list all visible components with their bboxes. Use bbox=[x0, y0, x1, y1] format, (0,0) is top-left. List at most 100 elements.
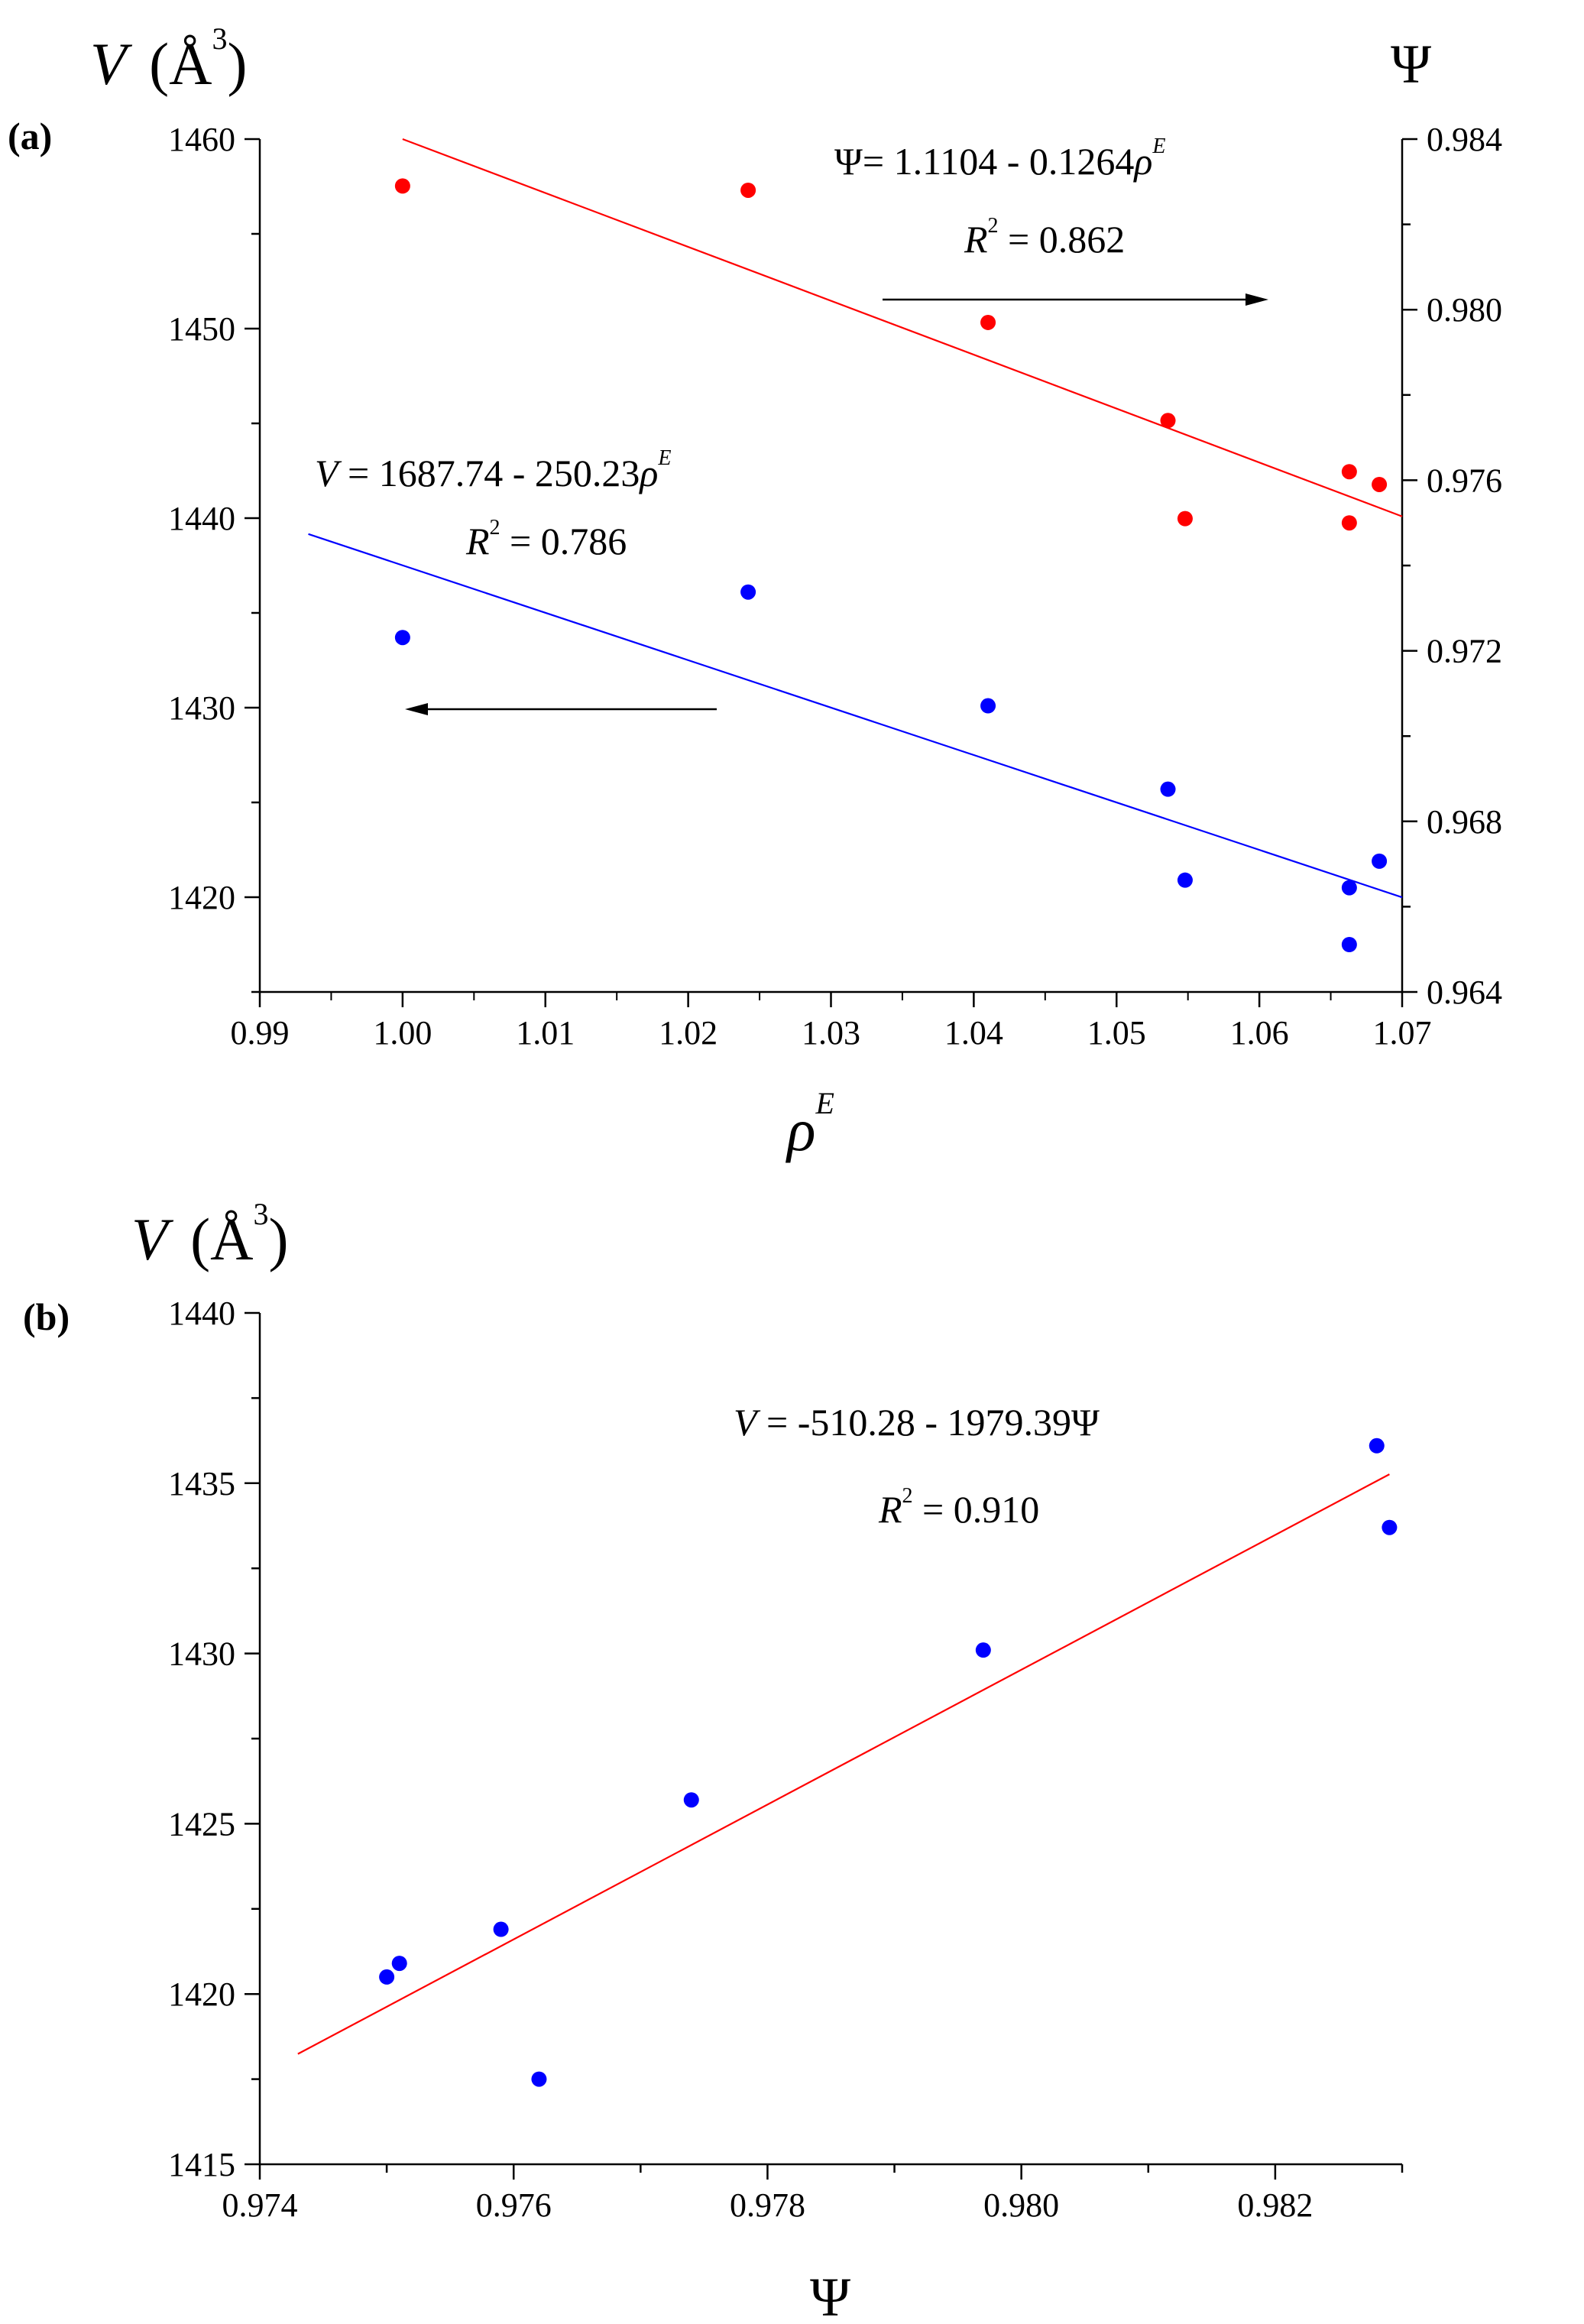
psi-equation: Ψ= 1.1104 - 0.1264ρE bbox=[834, 135, 1166, 183]
a-ytick-right-label: 0.976 bbox=[1427, 462, 1502, 499]
psi-fit-line bbox=[402, 138, 1403, 517]
v-unit-close: ) bbox=[227, 31, 247, 97]
panel-a-x-axis-title: ρE bbox=[786, 1086, 834, 1163]
a-ytick-right-label: 0.972 bbox=[1427, 633, 1502, 670]
a-xtick-label: 1.04 bbox=[944, 1014, 1003, 1052]
a-ytick-right-label: 0.964 bbox=[1427, 974, 1502, 1011]
a-xtick-label: 1.03 bbox=[802, 1014, 860, 1052]
rho-symbol: ρ bbox=[786, 1097, 815, 1163]
psi-data-point bbox=[740, 182, 756, 198]
b-data-point bbox=[975, 1642, 991, 1658]
b-ytick-label: 1425 bbox=[168, 1805, 235, 1843]
a-xtick-label: 0.99 bbox=[231, 1014, 290, 1052]
panel-b-x-ticks: 0.974 0.976 0.978 0.980 0.982 bbox=[222, 2164, 1404, 2224]
psi-data-point bbox=[1341, 464, 1357, 480]
v-unit-sup: 3 bbox=[212, 21, 227, 56]
panel-a-right-axis-title: Ψ bbox=[1391, 34, 1431, 95]
psi-eq-lhs: Ψ bbox=[834, 140, 863, 183]
v-data-point bbox=[740, 584, 756, 600]
v-symbol: V bbox=[90, 31, 133, 97]
a-xtick-label: 1.05 bbox=[1087, 1014, 1146, 1052]
psi-eq-rhs: = 1.1104 - 0.1264 bbox=[863, 140, 1135, 183]
psi-r2-rhs: = 0.862 bbox=[999, 218, 1126, 261]
v-data-point bbox=[394, 630, 410, 646]
a-xtick-label: 1.00 bbox=[373, 1014, 432, 1052]
b-ytick-label: 1415 bbox=[168, 2146, 235, 2183]
b-data-point bbox=[379, 1969, 395, 1985]
v-fit-line bbox=[308, 533, 1403, 899]
psi-arrow bbox=[883, 293, 1268, 306]
a-ytick-left-label: 1430 bbox=[168, 689, 235, 727]
a-ytick-left-label: 1460 bbox=[168, 121, 235, 158]
a-ytick-right-label: 0.980 bbox=[1427, 291, 1502, 329]
b-xtick-label: 0.978 bbox=[730, 2186, 805, 2224]
v-data-point bbox=[980, 698, 996, 714]
v-r2-rhs: = 0.786 bbox=[500, 520, 627, 562]
rho-sup: E bbox=[815, 1086, 834, 1120]
v-data-point bbox=[1341, 937, 1357, 952]
v-symbol-b: V bbox=[131, 1206, 174, 1272]
panel-b: (b) V (Å3) 0.974 0.976 0.978 0.980 0.982 141… bbox=[23, 1197, 1404, 2324]
b-data-point bbox=[1382, 1519, 1398, 1535]
b-eq-lhs: V bbox=[734, 1401, 761, 1444]
b-r2-rhs: = 0.910 bbox=[913, 1488, 1040, 1531]
panel-b-left-axis-title: V (Å3) bbox=[131, 1197, 288, 1272]
panel-b-fit-line bbox=[297, 1473, 1390, 2055]
a-ytick-right-label: 0.968 bbox=[1427, 803, 1502, 841]
v-unit-b: (Å bbox=[176, 1206, 254, 1272]
panel-b-y-ticks: 1415 1420 1425 1430 1435 1440 bbox=[168, 1295, 260, 2183]
b-ytick-label: 1420 bbox=[168, 1976, 235, 2013]
a-ytick-left-label: 1440 bbox=[168, 500, 235, 537]
b-r2: R2 = 0.910 bbox=[878, 1484, 1039, 1531]
psi-data-point bbox=[394, 178, 410, 194]
b-ytick-label: 1430 bbox=[168, 1635, 235, 1673]
psi-r2: R2 = 0.862 bbox=[964, 214, 1125, 261]
v-equation: V = 1687.74 - 250.23ρE bbox=[315, 446, 672, 494]
v-r2: R2 = 0.786 bbox=[465, 516, 627, 562]
panel-b-label: (b) bbox=[23, 1295, 70, 1338]
panel-a-points bbox=[394, 178, 1388, 952]
psi-eq-sup: E bbox=[1152, 135, 1165, 158]
v-eq-var: ρ bbox=[638, 452, 658, 494]
a-xtick-label: 1.01 bbox=[516, 1014, 575, 1052]
v-arrow bbox=[405, 703, 717, 715]
b-r2-lhs: R bbox=[878, 1488, 902, 1531]
a-ytick-left-label: 1420 bbox=[168, 879, 235, 916]
a-xtick-label: 1.06 bbox=[1230, 1014, 1289, 1052]
psi-r2-lhs: R bbox=[964, 218, 988, 261]
psi-data-point bbox=[1160, 413, 1176, 429]
panel-b-points bbox=[379, 1438, 1398, 2087]
psi-r2-sup: 2 bbox=[988, 214, 999, 238]
panel-a-label: (a) bbox=[8, 115, 52, 157]
psi-data-point bbox=[1372, 476, 1388, 492]
panel-b-x-axis-title: Ψ bbox=[810, 2267, 850, 2324]
b-eq-rhs: = -510.28 - 1979.39Ψ bbox=[757, 1401, 1100, 1444]
b-xtick-label: 0.982 bbox=[1237, 2186, 1313, 2224]
v-unit-sup-b: 3 bbox=[253, 1197, 268, 1231]
a-ytick-right-label: 0.984 bbox=[1427, 121, 1502, 158]
b-data-point bbox=[391, 1956, 407, 1972]
b-ytick-label: 1440 bbox=[168, 1295, 235, 1332]
b-data-point bbox=[683, 1792, 699, 1808]
v-eq-rhs: = 1687.74 - 250.23 bbox=[339, 452, 640, 494]
a-xtick-label: 1.07 bbox=[1373, 1014, 1432, 1052]
v-data-point bbox=[1160, 781, 1176, 797]
v-data-point bbox=[1372, 853, 1388, 869]
v-data-point bbox=[1341, 880, 1357, 896]
v-eq-lhs: V bbox=[315, 452, 342, 494]
panel-a-left-axis-title: V (Å3) bbox=[90, 21, 247, 97]
b-data-point bbox=[1369, 1438, 1385, 1454]
v-unit-close-b: ) bbox=[268, 1206, 288, 1272]
b-xtick-label: 0.976 bbox=[476, 2186, 552, 2224]
b-xtick-label: 0.980 bbox=[983, 2186, 1059, 2224]
panel-a-right-ticks: 0.964 0.968 0.972 0.976 0.980 0.984 bbox=[1402, 121, 1502, 1011]
panel-a-fit-lines bbox=[308, 138, 1403, 899]
b-equation: V = -510.28 - 1979.39Ψ bbox=[734, 1401, 1100, 1444]
panel-a-left-ticks: 1420 1430 1440 1450 1460 bbox=[168, 121, 260, 993]
b-data-point bbox=[493, 1921, 509, 1937]
b-ytick-label: 1435 bbox=[168, 1465, 235, 1502]
psi-data-point bbox=[1341, 515, 1357, 531]
v-data-point bbox=[1177, 872, 1193, 888]
a-xtick-label: 1.02 bbox=[659, 1014, 717, 1052]
